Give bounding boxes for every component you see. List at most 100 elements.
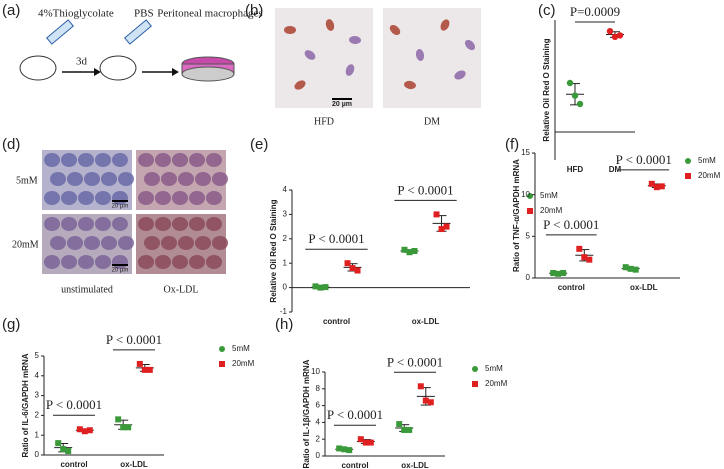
cell: [212, 172, 228, 186]
cell: [95, 217, 111, 231]
cell: [415, 49, 425, 61]
data-point: [417, 383, 424, 390]
data-point: [349, 265, 356, 272]
data-point: [55, 440, 62, 447]
y-tick-label: 10: [311, 367, 320, 376]
schematic-text: 3d: [76, 56, 88, 68]
y-tick-label: 5: [526, 231, 531, 240]
data-point: [406, 426, 413, 433]
data-point: [648, 180, 655, 187]
y-tick-label: 1: [35, 430, 40, 439]
x-tick-label: control: [60, 460, 87, 469]
y-axis-label: Ratio of IL-6/GAPDH mRNA: [21, 353, 30, 457]
syringe-icon: [123, 19, 153, 45]
legend-label: 20mM: [540, 206, 563, 215]
data-point: [427, 399, 434, 406]
data-point: [586, 256, 593, 263]
dish-icon: [181, 66, 235, 82]
micrographs-b: (b) 20 µm HFD DM: [245, 2, 481, 127]
cell: [155, 217, 171, 231]
schematic-text: 4%Thioglycolate: [38, 8, 114, 20]
micrograph: [383, 8, 481, 108]
data-point: [362, 439, 369, 446]
y-tick-label: 0: [35, 450, 40, 459]
micrographs-d: (d) 5mM 20mM unstimulated Ox-LDL 20 µm 2…: [2, 136, 228, 295]
data-point: [611, 33, 619, 40]
cell: [144, 172, 160, 186]
data-point: [571, 92, 579, 99]
cell: [144, 236, 160, 250]
y-tick-label: 4: [283, 185, 288, 194]
data-point: [433, 211, 440, 218]
cell: [78, 217, 94, 231]
data-point: [576, 100, 584, 108]
y-tick-label: 8: [316, 384, 321, 393]
schematic: (a) 4%Thioglycolate PBS 3d Peritoneal ma…: [2, 2, 263, 82]
cell: [95, 255, 111, 269]
cell: [84, 236, 100, 250]
data-point: [65, 448, 72, 455]
legend-marker: [472, 381, 478, 387]
x-tick-label: control: [341, 461, 368, 469]
data-point: [396, 421, 403, 428]
data-point: [438, 226, 445, 233]
x-tick-label: control: [558, 283, 585, 292]
legend-label: 20mM: [232, 359, 255, 368]
y-axis-label: Relative Oil Red O Staining: [542, 38, 551, 141]
panel-label: (f): [505, 136, 519, 153]
mouse-icon: [99, 55, 137, 81]
cell: [172, 217, 188, 231]
y-tick-label: 4: [316, 418, 321, 427]
p-value: P < 0.0001: [543, 217, 599, 232]
cell: [67, 172, 83, 186]
data-point: [632, 266, 639, 273]
column-label: Ox-LDL: [164, 284, 199, 295]
p-value: P < 0.0001: [308, 231, 364, 246]
cell: [61, 153, 77, 167]
data-point: [341, 446, 348, 453]
data-point: [81, 428, 88, 435]
cell: [67, 236, 83, 250]
data-point: [312, 283, 319, 290]
cell: [101, 172, 117, 186]
column-label: unstimulated: [61, 284, 113, 295]
cell: [161, 236, 177, 250]
y-axis-label: Ratio of TNF-α/GAPDH mRNA: [512, 159, 521, 272]
data-point: [120, 424, 127, 431]
panel-label: (c): [538, 2, 556, 19]
cell: [389, 25, 401, 35]
data-point: [616, 32, 624, 39]
micrograph: [275, 8, 373, 108]
cell: [118, 172, 134, 186]
cell: [189, 153, 205, 167]
cell: [195, 172, 211, 186]
legend-marker: [685, 158, 691, 164]
cell: [304, 50, 316, 60]
cell: [195, 236, 211, 250]
cells: [284, 19, 476, 90]
cell: [44, 217, 60, 231]
data-point: [622, 264, 629, 271]
legend-marker: [219, 346, 225, 352]
cell: [44, 191, 60, 205]
x-tick-label: HFD: [567, 165, 584, 174]
panel-label: (e): [250, 136, 268, 153]
y-tick-label: 3: [283, 210, 288, 219]
data-point: [606, 28, 614, 35]
cell: [112, 153, 128, 167]
cell: [172, 255, 188, 269]
y-tick-label: 2: [316, 434, 321, 443]
cell: [50, 236, 66, 250]
cell: [101, 236, 117, 250]
cell: [325, 19, 335, 31]
cell: [345, 64, 355, 76]
data-point: [367, 439, 374, 446]
data-point: [401, 246, 408, 253]
p-value: P < 0.0001: [387, 354, 443, 369]
cell: [50, 172, 66, 186]
y-tick-label: 2: [35, 411, 40, 420]
x-tick-label: ox-LDL: [412, 317, 440, 326]
data-point: [401, 426, 408, 433]
legend-label: 5mM: [232, 344, 250, 353]
